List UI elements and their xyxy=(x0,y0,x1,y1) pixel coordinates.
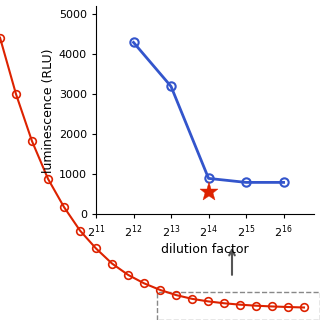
X-axis label: dilution factor: dilution factor xyxy=(161,243,249,256)
Y-axis label: luminescence (RLU): luminescence (RLU) xyxy=(42,48,55,173)
